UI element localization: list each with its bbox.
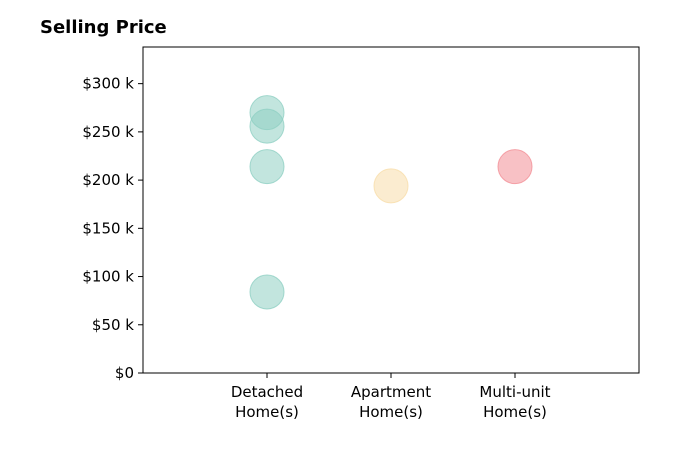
data-point [249, 274, 285, 310]
chart-title: Selling Price [40, 17, 167, 38]
y-tick-label: $0 [115, 364, 134, 382]
data-points [249, 95, 533, 310]
y-axis: $0 $50 k $100 k $150 k $200 k $250 k $300 k [82, 75, 143, 382]
x-axis: Detached Home(s) Apartment Home(s) Multi-uni… [231, 373, 551, 421]
x-tick-label: Apartment Home(s) [351, 383, 431, 421]
y-tick-label: $50 k [92, 316, 134, 334]
y-tick-label: $250 k [82, 123, 134, 141]
y-tick-label: $200 k [82, 171, 134, 189]
y-tick-label: $150 k [82, 219, 134, 237]
x-tick-label: Multi-unit Home(s) [479, 383, 550, 421]
x-tick-label: Detached Home(s) [231, 383, 303, 421]
data-point [497, 149, 533, 185]
data-point [249, 108, 285, 144]
y-tick-label: $300 k [82, 75, 134, 93]
data-point [373, 168, 409, 204]
plot-area-frame [142, 46, 640, 374]
y-tick-label: $100 k [82, 268, 134, 286]
data-point [249, 149, 285, 185]
